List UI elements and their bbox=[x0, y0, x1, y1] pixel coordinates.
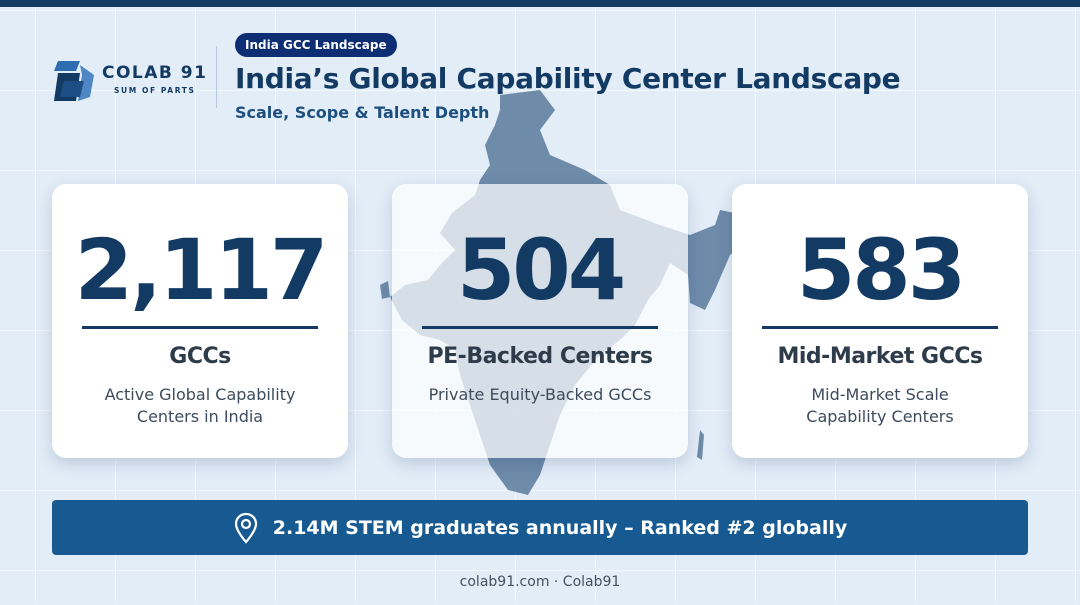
stat-value: 504 bbox=[456, 221, 626, 319]
stat-label: PE-Backed Centers bbox=[427, 344, 653, 369]
stat-value: 583 bbox=[796, 221, 966, 319]
stat-description-text: Mid-Market Scale Capability Centers bbox=[806, 385, 954, 426]
highlight-banner: 2.14M STEM graduates annually – Ranked #… bbox=[52, 500, 1028, 555]
header-divider bbox=[216, 46, 217, 108]
stat-description-text: Active Global Capability Centers in Indi… bbox=[104, 385, 296, 426]
stat-card-mid-market: 583 Mid-Market GCCs Mid-Market Scale Cap… bbox=[732, 184, 1028, 458]
map-pin-icon bbox=[234, 512, 257, 544]
stat-divider bbox=[422, 326, 658, 329]
stat-divider bbox=[762, 326, 998, 329]
stat-description: Active Global Capability Centers in Indi… bbox=[52, 384, 348, 428]
stat-label: Mid-Market GCCs bbox=[777, 344, 983, 369]
stat-label: GCCs bbox=[169, 344, 231, 369]
cube-logo-icon bbox=[54, 61, 94, 101]
stat-value: 2,117 bbox=[74, 221, 329, 319]
stat-divider bbox=[82, 326, 318, 329]
brand-name: COLAB 91 bbox=[102, 63, 208, 83]
section-pill: India GCC Landscape bbox=[235, 33, 397, 57]
stat-description: Mid-Market Scale Capability Centers bbox=[732, 384, 1028, 428]
top-accent-bar bbox=[0, 0, 1080, 7]
stat-card-pe-backed: 504 PE-Backed Centers Private Equity-Bac… bbox=[392, 184, 688, 458]
colab91-logo[interactable]: COLAB 91 SUM OF PARTS bbox=[50, 55, 210, 105]
banner-text: 2.14M STEM graduates annually – Ranked #… bbox=[272, 516, 848, 539]
brand-tagline: SUM OF PARTS bbox=[114, 86, 196, 95]
footer-credit[interactable]: colab91.com · Colab91 bbox=[459, 574, 621, 590]
stat-card-gccs: 2,117 GCCs Active Global Capability Cent… bbox=[52, 184, 348, 458]
page-title: India’s Global Capability Center Landsca… bbox=[235, 62, 901, 95]
page-subtitle: Scale, Scope & Talent Depth bbox=[235, 103, 490, 122]
stat-description: Private Equity-Backed GCCs bbox=[392, 384, 688, 406]
stat-description-text: Private Equity-Backed GCCs bbox=[428, 385, 652, 404]
